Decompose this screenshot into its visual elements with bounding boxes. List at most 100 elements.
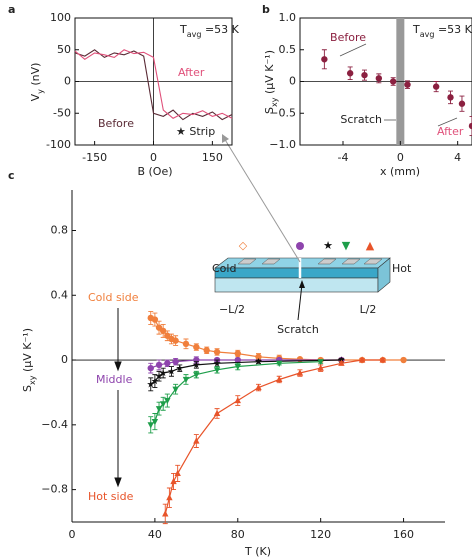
data-point [155,406,163,413]
y-tick-label: 0 [289,75,296,88]
panel-b-leaders [339,43,458,127]
x-tick-label: 4 [454,151,461,164]
data-point [164,397,171,405]
annotation: Cold [212,262,236,275]
y-tick-label: 1.0 [279,11,297,24]
data-point [234,363,241,371]
data-point [147,422,154,429]
text-part: =53 K [434,23,472,36]
y-axis-label: Sxy (μV K⁻¹) [21,328,37,392]
annotation: Hot [392,262,412,275]
data-point [151,377,159,385]
annotation: ★ Strip [176,125,215,138]
text-part: xy [28,375,37,385]
data-point [170,477,177,485]
svg-text:◇: ◇ [239,239,248,252]
panel-label: c [8,169,15,182]
data-point [254,357,263,365]
data-point [147,380,155,388]
data-point [255,383,262,391]
annotation: Middle [96,373,133,386]
text-part: (μV K⁻¹) [21,328,34,376]
y-axis-label: Sxy (μV K⁻¹) [263,50,279,114]
data-point [255,353,262,361]
data-point [147,364,154,372]
svg-text:▲: ▲ [366,239,375,252]
annotation: L/2 [360,303,377,316]
data-point [172,386,179,393]
data-point [234,396,241,404]
annotation: Hot side [88,490,134,503]
series-line [74,49,233,119]
x-tick-label: 160 [393,528,414,541]
annotation: After [437,125,464,138]
annotation: Tavg =53 K [179,23,240,39]
data-point [213,359,221,367]
data-point [159,327,167,335]
data-point [361,71,368,79]
x-tick-label: 0 [397,151,404,164]
data-point [166,494,173,501]
x-axis-label: T (K) [244,545,271,558]
data-point [159,401,167,408]
data-point [192,361,200,369]
text-part: T [179,23,187,36]
data-point [317,364,324,371]
x-tick-label: 150 [202,151,223,164]
data-point [203,347,210,354]
data-point [167,367,176,375]
x-tick-label: 40 [148,528,162,541]
y-tick-label: 0 [64,75,71,88]
data-point [164,360,171,367]
data-point [358,356,366,363]
text-part: xy [270,97,279,107]
y-tick-label: −0.5 [269,106,296,119]
data-point [432,83,440,90]
data-point [182,376,190,384]
data-point [317,359,324,366]
data-point [276,375,283,383]
text-part: =53 K [201,23,239,36]
annotation: Before [330,31,366,44]
x-tick-label: -150 [82,151,107,164]
data-point [234,350,241,357]
text-part: avg [187,30,202,39]
x-tick-label: 0 [69,528,76,541]
x-tick-label: 120 [310,528,331,541]
data-point [276,360,283,367]
annotation: −L/2 [219,303,245,316]
text-part: (nV) [29,63,42,90]
series-label: Before [98,117,134,130]
y-tick-label: -100 [46,138,71,151]
data-point [375,75,383,82]
svg-text:▼: ▼ [342,239,351,252]
data-point [213,409,221,417]
data-point [458,100,466,107]
annotation: Tavg =53 K [412,23,472,39]
data-point [176,364,184,372]
fit-line [164,359,383,515]
y-tick-label: -50 [53,106,71,119]
data-point [162,510,169,517]
x-tick-label: -4 [338,151,349,164]
data-point [447,94,454,101]
y-tick-label: 100 [50,11,71,24]
text-part: V [29,93,42,101]
y-tick-label: 50 [57,43,71,56]
x-tick-label: 80 [231,528,245,541]
text-part: avg [420,30,435,39]
x-axis-label: B (Oe) [137,165,172,178]
y-tick-label: −1.0 [269,138,296,151]
text-part: y [36,89,45,94]
data-point [468,122,472,130]
data-point [155,372,163,380]
error-bar [469,115,472,136]
text-part: (μV K⁻¹) [263,50,276,98]
fit-line [150,359,342,385]
y-tick-label: 0.8 [51,223,69,236]
y-tick-label: 0 [61,353,68,366]
panel-c-arrows [114,308,122,488]
data-point [182,340,190,348]
data-point [159,369,167,377]
